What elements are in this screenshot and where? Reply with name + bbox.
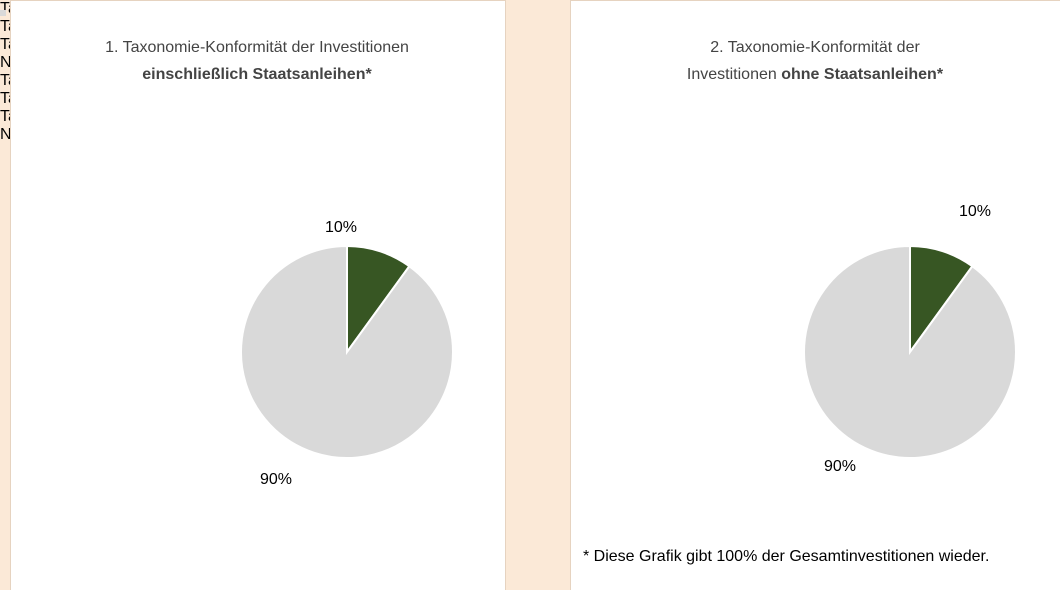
title-line: 1. Taxonomie-Konformität der Investition… — [17, 34, 497, 61]
title-text: Investitionen — [686, 66, 777, 83]
data-label: 90% — [824, 458, 856, 475]
chart-title: 2. Taxonomie-Konformität der Investitione… — [575, 34, 1055, 88]
title-line: Investitionen ohne Staatsanleihen* — [575, 61, 1055, 88]
data-label: 90% — [260, 471, 292, 488]
data-label: 10% — [325, 219, 357, 236]
data-label: 10% — [959, 203, 991, 220]
legend-swatch — [0, 10, 6, 16]
pie-slice — [803, 244, 1017, 459]
title-text: einschließlich Staatsanleihen* — [142, 66, 372, 83]
title-line: einschließlich Staatsanleihen* — [17, 61, 497, 88]
title-text: 1. Taxonomie-Konformität der Investition… — [105, 39, 409, 56]
footnote: * Diese Grafik gibt 100% der Gesamtinves… — [583, 548, 990, 565]
title-text: 2. Taxonomie-Konformität der — [710, 39, 920, 56]
pie-slice — [240, 244, 454, 459]
title-text: ohne Staatsanleihen* — [781, 66, 944, 83]
title-line: 2. Taxonomie-Konformität der — [575, 34, 1055, 61]
chart-title: 1. Taxonomie-Konformität der Investition… — [17, 34, 497, 88]
